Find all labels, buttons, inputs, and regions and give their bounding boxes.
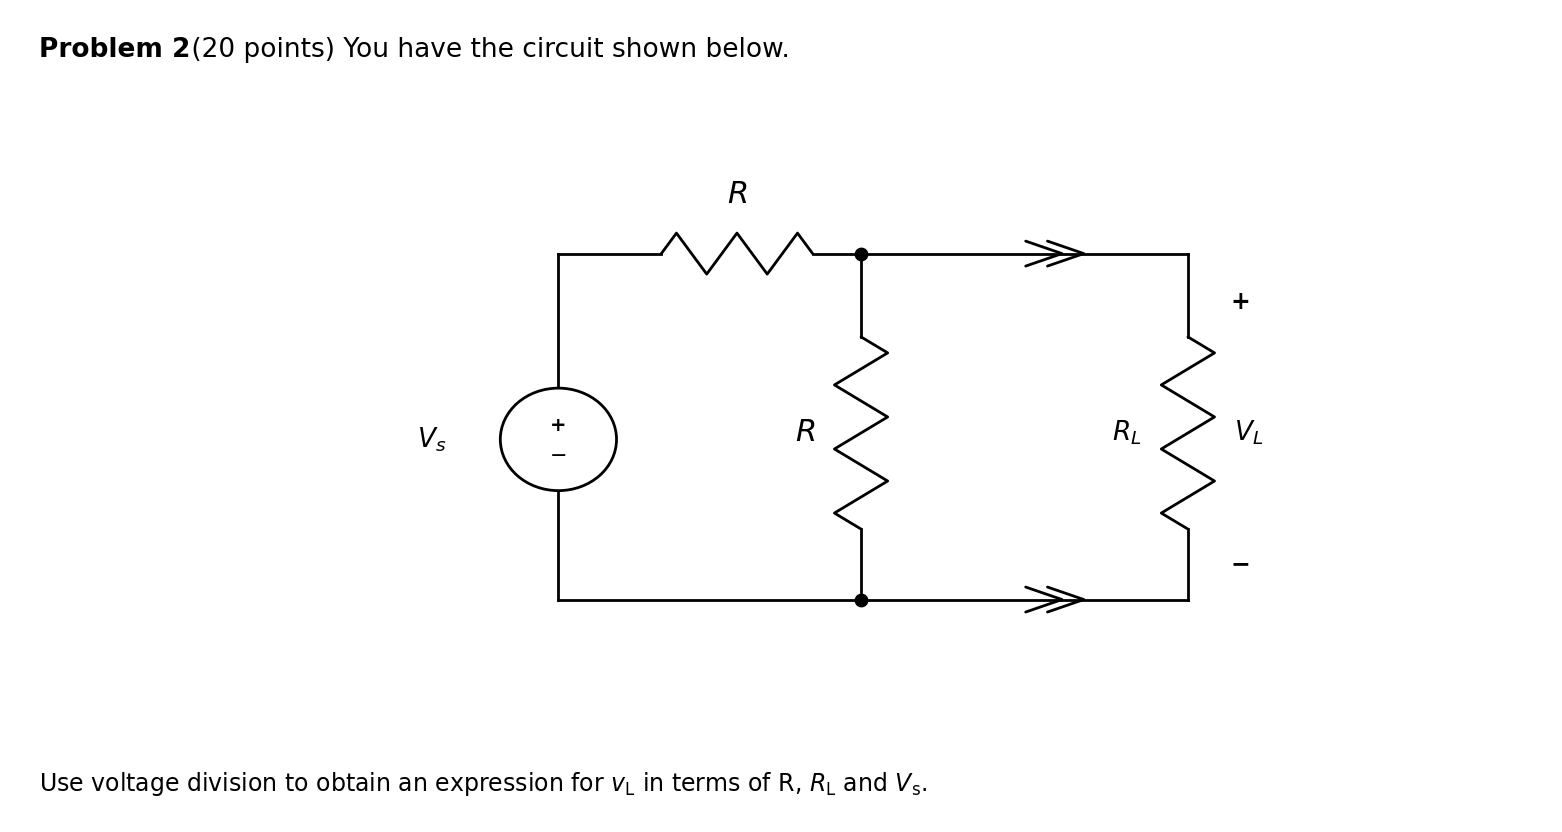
Text: −: − <box>1231 552 1250 577</box>
Point <box>848 247 873 260</box>
Text: −: − <box>550 446 567 466</box>
Text: $R_L$: $R_L$ <box>1112 418 1142 448</box>
Text: (20 points) You have the circuit shown below.: (20 points) You have the circuit shown b… <box>183 37 790 63</box>
Text: $R$: $R$ <box>795 418 815 448</box>
Text: +: + <box>1231 290 1250 314</box>
Ellipse shape <box>500 388 617 491</box>
Text: +: + <box>550 416 567 435</box>
Text: Problem 2: Problem 2 <box>39 37 191 63</box>
Text: $R$: $R$ <box>726 179 747 210</box>
Text: $V_s$: $V_s$ <box>417 425 445 453</box>
Text: $V_L$: $V_L$ <box>1234 418 1264 448</box>
Text: Use voltage division to obtain an expression for $v_\mathrm{L}$ in terms of R, $: Use voltage division to obtain an expres… <box>39 770 928 798</box>
Point <box>848 593 873 607</box>
